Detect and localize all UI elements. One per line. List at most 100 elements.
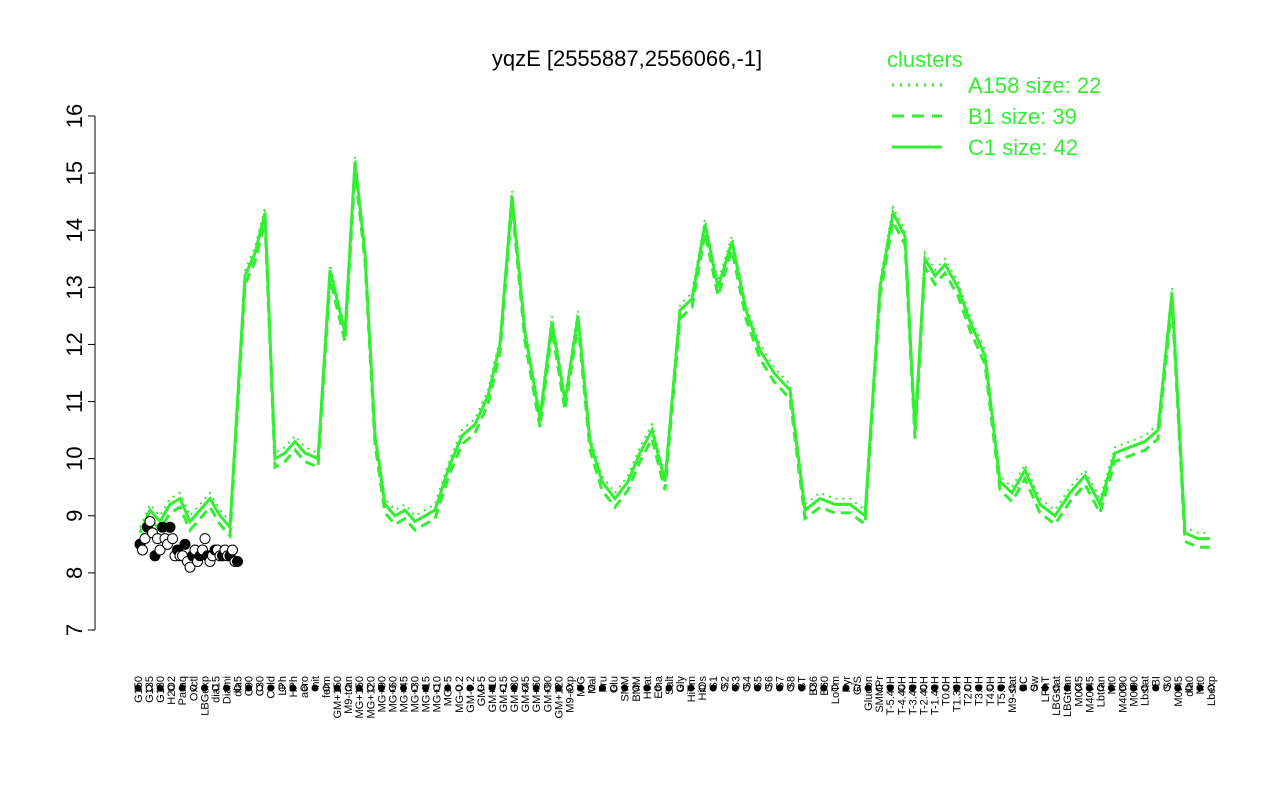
x-tick-label: BT [797,676,809,690]
x-tick-marker [765,684,772,692]
y-tick-label: 7 [62,624,87,636]
x-tick-marker [433,684,441,692]
x-tick-marker [1019,684,1027,692]
x-tick-label: T-1.40H [930,676,942,715]
x-tick-label: SMMPr [874,676,886,713]
x-tick-marker [521,684,529,692]
data-point [164,521,176,533]
x-tick-marker [554,684,562,692]
x-tick-label: MG+90 [376,676,388,712]
x-tick-marker [167,684,175,692]
y-tick-label: 13 [62,275,87,299]
x-tick-marker [355,684,363,692]
y-tick-label: 9 [62,510,87,522]
legend: clusters A158 size: 22 B1 size: 39 C1 size… [887,47,1101,160]
x-tick-marker [156,684,164,692]
x-tick-label: dia5 [233,676,245,697]
x-tick-label: GM-0.2 [465,676,477,713]
x-tick-label: MG+10 [432,676,444,712]
x-tick-label: Gly [675,676,687,693]
x-tick-marker [654,684,662,692]
x-tick-marker [1141,684,1149,692]
x-tick-marker [234,684,242,692]
x-tick-marker [687,684,695,692]
x-tick-marker [211,684,219,692]
x-tick-marker [1008,684,1016,692]
x-tick-marker [444,684,452,692]
x-tick-label: T3.0H [974,676,986,706]
x-tick-marker [853,684,861,692]
x-tick-marker [1096,684,1104,692]
x-tick-marker [200,684,208,692]
x-tick-marker [787,684,795,692]
data-point [144,516,156,527]
x-tick-marker [831,684,839,692]
x-tick-marker [588,684,595,692]
x-tick-marker [1030,684,1038,692]
x-tick-label: GM+10 [487,676,499,712]
x-tick-label: S7 [775,676,787,689]
x-tick-marker [532,684,540,692]
x-tick-label: M40t45 [1084,676,1096,713]
x-tick-marker [1074,684,1082,692]
x-tick-label: B36 [808,676,820,696]
x-tick-label: Salt [664,676,676,695]
data-point [199,533,211,545]
x-tick-marker [1174,684,1182,692]
x-tick-marker [643,684,651,692]
data-point [137,544,148,556]
x-tick-marker [411,684,418,692]
x-tick-label: nit [310,676,322,688]
x-tick-marker [886,684,894,692]
x-tick-marker [1119,684,1126,692]
axes-group: 7 8 9 10 11 12 13 14 15 16 [62,104,96,636]
x-tick-marker [300,684,308,692]
data-point [184,561,196,573]
x-tick-label: MG+15 [421,676,433,712]
x-tick-label: MG+60 [387,676,399,712]
x-tick-marker [565,684,573,692]
legend-label: B1 size: 39 [968,104,1077,129]
y-tick-label: 10 [62,446,87,470]
x-tick-label: B60 [819,676,831,696]
x-tick-marker [400,684,407,692]
x-tick-label: S0 [1162,676,1174,689]
x-tick-marker [720,684,728,692]
x-tick-marker [366,684,374,692]
x-tick-marker [975,684,983,692]
legend-title: clusters [887,47,963,72]
x-tick-label: Mal [587,676,599,694]
x-tick-marker [919,684,927,692]
x-tick-marker [610,684,618,692]
x-tick-label: Fru [598,676,610,693]
y-tick-label: 8 [62,567,87,579]
x-tick-label: Paraq [177,676,189,705]
x-tick-label: C90 [244,676,256,696]
x-tick-marker [698,684,706,692]
x-tick-marker [455,684,463,692]
x-tick-marker [1130,684,1138,692]
x-tick-label: GM+15 [498,676,510,712]
x-tick-label: GM+150 [332,676,344,719]
x-tick-label: SMM [620,676,632,702]
data-point [179,538,191,550]
x-tick-label: HPh [288,676,300,697]
x-tick-label: MG+45 [399,676,411,712]
x-tick-marker [665,684,673,692]
cluster-line-a158 [139,155,1210,534]
x-tick-marker [986,684,994,692]
x-tick-marker [377,684,385,692]
x-tick-marker [189,684,197,692]
x-tick-label: M/G [576,676,588,697]
cluster-lines [138,155,1210,549]
x-tick-label: dia15 [210,676,222,703]
x-tick-label: H2O2 [166,676,178,705]
x-tick-marker [466,684,474,692]
x-tick-label: MG-0.2 [454,676,466,713]
x-tick-marker [289,684,297,692]
x-tick-marker [1185,684,1193,692]
y-tick-label: 15 [62,161,87,185]
x-tick-marker [322,684,330,692]
x-tick-label: MG+120 [365,676,377,719]
